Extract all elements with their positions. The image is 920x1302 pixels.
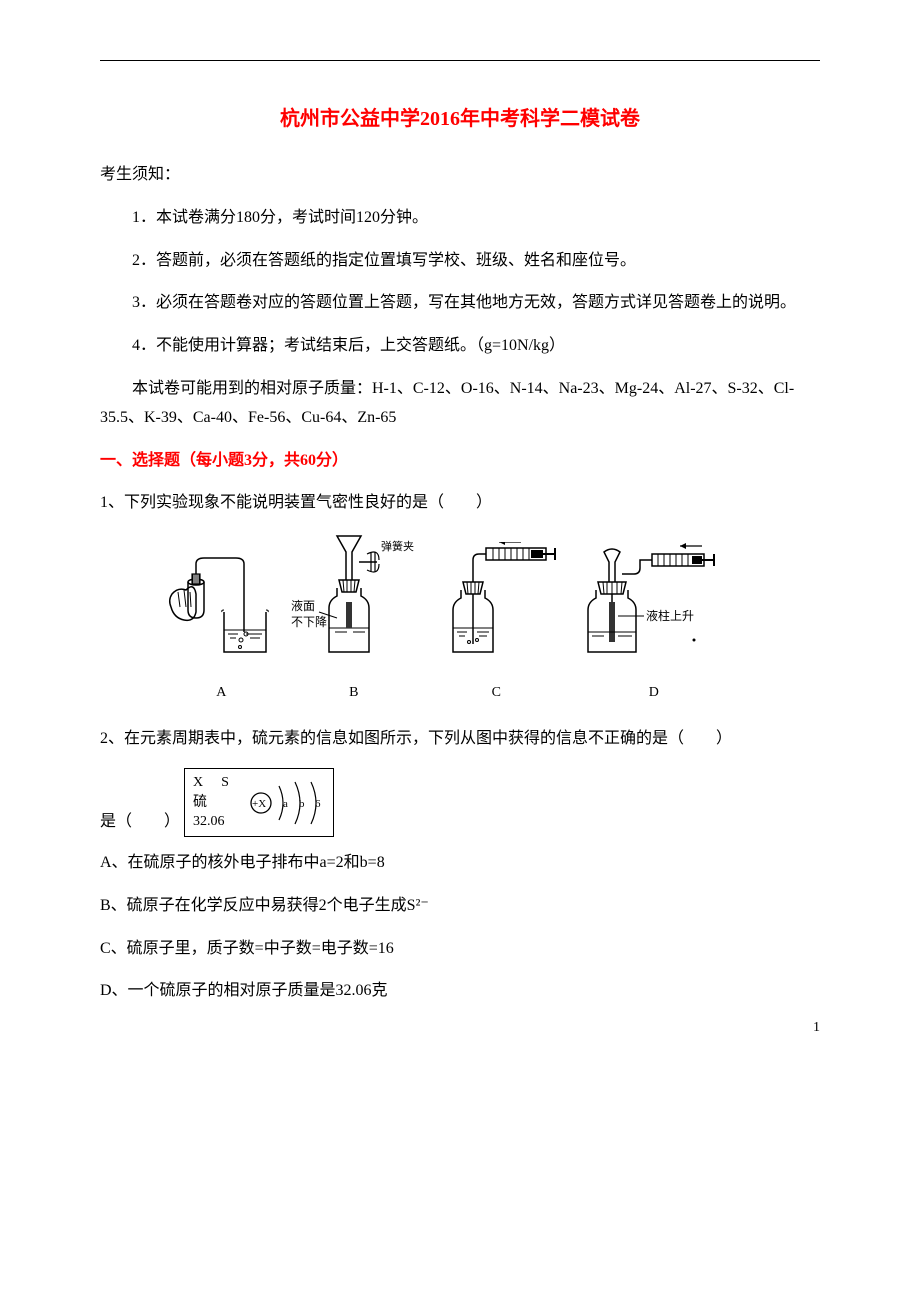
apparatus-a: A xyxy=(166,552,276,705)
q1-figure: A 弹簧夹 液面 不下降 B xyxy=(160,532,740,705)
instruction-1: 1．本试卷满分180分，考试时间120分钟。 xyxy=(100,204,820,233)
svg-text:弹簧夹: 弹簧夹 xyxy=(381,539,414,553)
svg-text:不下降: 不下降 xyxy=(291,615,327,629)
apparatus-b-label: B xyxy=(349,680,358,705)
top-rule xyxy=(100,60,820,61)
apparatus-b: 弹簧夹 液面 不下降 B xyxy=(289,532,419,705)
exam-title: 杭州市公益中学2016年中考科学二模试卷 xyxy=(100,101,820,137)
svg-text:液面: 液面 xyxy=(291,598,315,613)
apparatus-a-label: A xyxy=(216,680,226,705)
q2-atomic-number: X xyxy=(193,773,203,793)
apparatus-c-label: C xyxy=(492,680,501,705)
q2-stem-line1: 2、在元素周期表中，硫元素的信息如图所示，下列从图中获得的信息不正确的是（ ） xyxy=(100,725,820,754)
instruction-3: 3．必须在答题卷对应的答题位置上答题，写在其他地方无效，答题方式详见答题卷上的说… xyxy=(100,289,820,318)
instruction-4: 4．不能使用计算器；考试结束后，上交答题纸。（g=10N/kg） xyxy=(100,332,820,361)
svg-text:6: 6 xyxy=(315,798,321,810)
instruction-2: 2．答题前，必须在答题纸的指定位置填写学校、班级、姓名和座位号。 xyxy=(100,247,820,276)
q2-option-b: B、硫原子在化学反应中易获得2个电子生成S²⁻ xyxy=(100,892,820,921)
q2-option-d: D、一个硫原子的相对原子质量是32.06克 xyxy=(100,977,820,1006)
q1-stem: 1、下列实验现象不能说明装置气密性良好的是（ ） xyxy=(100,489,820,518)
apparatus-c: C xyxy=(431,542,561,705)
q2-option-a: A、在硫原子的核外电子排布中a=2和b=8 xyxy=(100,849,820,878)
page-number: 1 xyxy=(813,1015,820,1040)
svg-text:+X: +X xyxy=(252,798,266,810)
section-1-heading: 一、选择题（每小题3分，共60分） xyxy=(100,447,820,476)
q2-atomic-mass: 32.06 xyxy=(193,812,229,832)
q2-symbol: S xyxy=(221,773,229,793)
instructions-heading: 考生须知： xyxy=(100,161,820,190)
atomic-masses: 本试卷可能用到的相对原子质量：H-1、C-12、O-16、N-14、Na-23、… xyxy=(100,375,820,433)
svg-text:液柱上升: 液柱上升 xyxy=(646,608,694,623)
q2-blank-prefix: 是（ ） xyxy=(100,808,180,837)
q2-atom-diagram: +X a b 6 xyxy=(239,776,325,830)
svg-text:a: a xyxy=(283,798,288,810)
q2-option-c: C、硫原子里，质子数=中子数=电子数=16 xyxy=(100,935,820,964)
q2-element-name: 硫 xyxy=(193,793,229,813)
apparatus-d: 液柱上升 D xyxy=(574,542,734,705)
apparatus-d-label: D xyxy=(649,680,659,705)
q2-element-box: X S 硫 32.06 +X a b 6 xyxy=(184,768,334,837)
svg-text:b: b xyxy=(299,798,305,810)
